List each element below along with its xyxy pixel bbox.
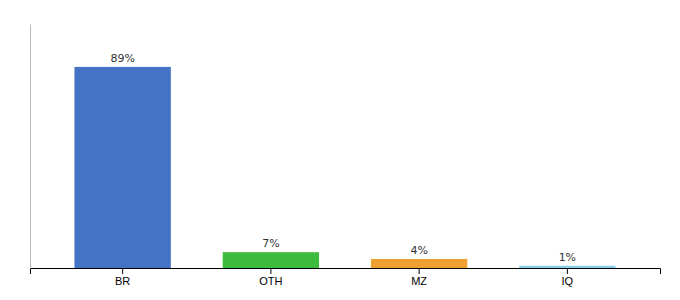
x-tick: MZ <box>411 268 427 287</box>
x-axis-line <box>31 269 661 275</box>
x-tick-mark <box>419 268 420 274</box>
x-tick-label: IQ <box>562 275 574 287</box>
x-tick: IQ <box>562 268 574 287</box>
plot: 89% 7% 4% 1% BR OTH MZ IQ <box>31 25 661 287</box>
data-labels: 89% 7% 4% 1% <box>110 52 576 264</box>
x-tick: OTH <box>259 268 282 287</box>
bars <box>74 67 615 268</box>
x-tick-label: OTH <box>259 275 282 287</box>
data-label: 1% <box>559 251 576 264</box>
y-axis-line <box>30 25 31 269</box>
x-tick-mark <box>270 268 271 274</box>
x-axis: BR OTH MZ IQ <box>31 268 661 287</box>
data-label: 89% <box>110 52 134 65</box>
data-label: 7% <box>262 237 279 250</box>
x-tick-mark <box>567 268 568 274</box>
x-tick: BR <box>115 268 130 287</box>
bar <box>519 266 615 268</box>
bar <box>74 67 170 268</box>
x-tick-label: BR <box>115 275 130 287</box>
data-label: 4% <box>410 244 427 257</box>
y-axis <box>30 25 31 269</box>
x-tick-mark <box>122 268 123 274</box>
x-tick-label: MZ <box>411 275 427 287</box>
bar <box>223 252 319 268</box>
chart: 89% 7% 4% 1% BR OTH MZ IQ <box>0 0 680 300</box>
bar <box>371 259 467 268</box>
